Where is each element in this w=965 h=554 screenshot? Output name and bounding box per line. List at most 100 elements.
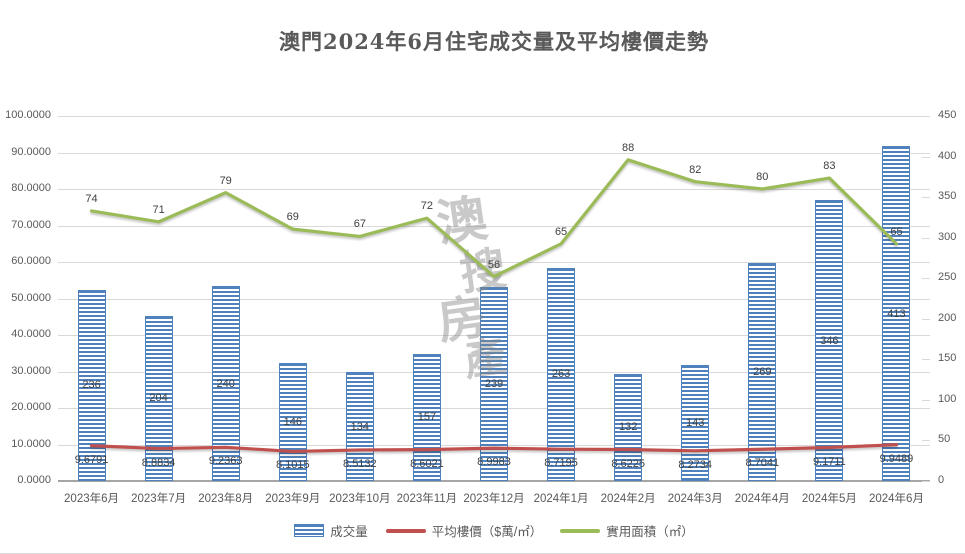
avg-price-point-label: 9.1711 xyxy=(812,455,846,468)
avg-price-point-label: 8.7195 xyxy=(544,457,578,470)
usable-area-point-label: 82 xyxy=(689,163,702,176)
volume-bar-value-label: 413 xyxy=(887,307,906,320)
volume-bar-value-label: 132 xyxy=(618,421,638,434)
right-axis-tick-mark xyxy=(922,116,930,117)
left-axis-tick-label: 0.0000 xyxy=(17,474,51,486)
left-axis-tick-label: 70.0000 xyxy=(11,218,51,231)
volume-bar-value-label: 204 xyxy=(149,392,168,405)
right-axis-tick-label: 250 xyxy=(938,271,957,284)
left-axis-tick-label: 80.0000 xyxy=(11,182,51,194)
right-axis-tick-mark xyxy=(922,399,930,401)
usable-area-point-label: 71 xyxy=(152,203,165,216)
x-axis-category-label: 2023年6月 xyxy=(64,493,120,505)
usable-area-point-label: 65 xyxy=(890,225,903,238)
usable-area-point-label: 69 xyxy=(286,211,299,224)
avg-price-point-label: 8.6021 xyxy=(410,457,444,470)
left-axis-tick-label: 60.0000 xyxy=(11,255,51,267)
legend-item-price: 平均樓價（$萬/㎡） xyxy=(385,521,543,540)
right-axis-tick-mark xyxy=(922,481,930,482)
watermark-text: 產 xyxy=(460,331,510,386)
avg-price-point-label: 9.6791 xyxy=(74,453,109,466)
right-axis-tick-label: 150 xyxy=(938,352,957,365)
avg-price-point-label: 8.5132 xyxy=(343,457,377,470)
avg-price-point-label: 8.2734 xyxy=(678,458,713,471)
x-axis-category-label: 2023年9月 xyxy=(265,493,321,505)
legend-item-area: 實用面積（㎡） xyxy=(560,521,694,540)
left-axis-tick-label: 20.0000 xyxy=(11,401,51,413)
x-axis-category-label: 2023年11月 xyxy=(396,493,458,505)
legend-volume-label: 成交量 xyxy=(330,525,368,539)
usable-area-point-label: 83 xyxy=(823,160,836,173)
volume-bar-value-label: 157 xyxy=(417,411,437,424)
x-axis-category-label: 2024年3月 xyxy=(667,493,723,505)
gridline xyxy=(58,116,930,117)
left-axis-tick-label: 10.0000 xyxy=(11,437,51,450)
right-axis-tick-label: 300 xyxy=(938,230,957,243)
volume-bar xyxy=(681,365,710,481)
x-axis-category-label: 2023年8月 xyxy=(198,493,254,505)
usable-area-point-label: 56 xyxy=(487,258,501,271)
area-line-icon xyxy=(560,528,601,533)
right-axis-tick-mark xyxy=(922,237,930,239)
avg-price-point-label: 8.8834 xyxy=(141,456,176,469)
volume-bar-value-label: 236 xyxy=(82,379,101,392)
x-axis-category-label: 2024年4月 xyxy=(734,493,790,505)
left-axis-tick-label: 100.0000 xyxy=(5,109,51,121)
x-axis-category-label: 2023年12月 xyxy=(463,493,525,505)
volume-bar-value-label: 134 xyxy=(350,420,370,433)
avg-price-point-label: 8.1015 xyxy=(275,459,310,472)
left-axis-tick-label: 30.0000 xyxy=(11,364,51,377)
watermark-text: 搜 xyxy=(456,241,510,301)
volume-bar-value-label: 239 xyxy=(484,378,504,391)
x-axis-category-label: 2023年10月 xyxy=(329,493,391,505)
right-axis-tick-label: 450 xyxy=(938,109,957,121)
right-axis-tick-label: 0 xyxy=(938,474,945,486)
x-axis-category-label: 2024年6月 xyxy=(868,493,924,505)
right-axis-tick-mark xyxy=(922,318,930,320)
avg-price-point-label: 8.7041 xyxy=(745,457,780,470)
volume-bar xyxy=(412,353,441,481)
usable-area-point-label: 88 xyxy=(622,141,635,154)
gridline xyxy=(58,225,930,227)
left-axis-tick-label: 40.0000 xyxy=(11,328,51,340)
volume-bar xyxy=(345,372,374,481)
right-axis-tick-label: 50 xyxy=(938,433,951,446)
right-axis-tick-mark xyxy=(922,156,930,158)
right-axis-tick-mark xyxy=(922,278,930,280)
right-axis-tick-mark xyxy=(922,197,930,199)
right-axis-tick-mark xyxy=(922,359,930,361)
legend-area-label: 實用面積（㎡） xyxy=(606,525,694,539)
chart-title: 澳門2024年6月住宅成交量及平均樓價走勢 xyxy=(278,29,710,54)
avg-price-point-label: 9.9489 xyxy=(879,452,914,465)
volume-swatch-icon xyxy=(294,524,325,537)
volume-bar xyxy=(278,362,307,481)
x-axis-line xyxy=(58,480,930,482)
left-axis-tick-label: 50.0000 xyxy=(11,291,51,304)
legend-item-volume: 成交量 xyxy=(294,521,368,540)
left-axis-tick-label: 90.0000 xyxy=(11,145,51,158)
price-line-icon xyxy=(385,528,426,533)
volume-bar-value-label: 146 xyxy=(283,415,302,428)
right-axis-tick-mark xyxy=(922,440,930,442)
legend-price-label: 平均樓價（$萬/㎡） xyxy=(431,525,543,539)
chart-legend: 成交量 平均樓價（$萬/㎡） 實用面積（㎡） xyxy=(58,521,930,540)
gridline xyxy=(58,189,930,190)
usable-area-point-label: 67 xyxy=(353,218,366,231)
volume-bar-value-label: 269 xyxy=(753,365,772,378)
usable-area-point-label: 65 xyxy=(554,225,568,238)
usable-area-point-label: 79 xyxy=(219,174,232,187)
watermark-text: 澳 xyxy=(433,187,491,254)
avg-price-point-label: 9.2363 xyxy=(208,455,243,468)
volume-bar-value-label: 240 xyxy=(216,377,235,390)
volume-bar-value-label: 263 xyxy=(551,368,571,381)
right-axis-tick-label: 350 xyxy=(938,190,957,203)
usable-area-point-label: 80 xyxy=(756,171,769,183)
right-axis-tick-label: 400 xyxy=(938,149,957,162)
avg-price-point-label: 8.9983 xyxy=(477,456,511,469)
right-axis-tick-label: 200 xyxy=(938,311,957,324)
x-axis-category-label: 2024年1月 xyxy=(533,493,589,505)
x-axis-category-label: 2024年2月 xyxy=(600,493,656,505)
volume-bar-value-label: 346 xyxy=(820,334,839,347)
x-axis-category-label: 2024年5月 xyxy=(801,493,857,505)
